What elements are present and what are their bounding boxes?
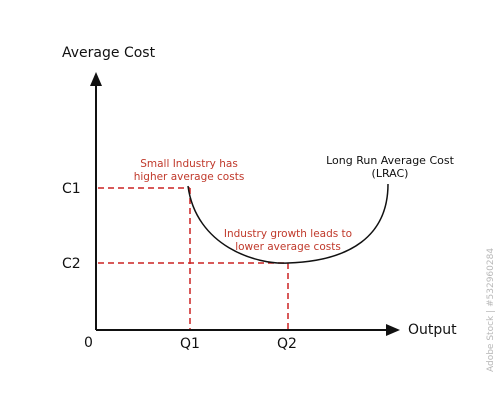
- q2-tick-label: Q2: [277, 336, 297, 352]
- lrac-label-line1: Long Run Average Cost: [326, 154, 455, 167]
- c1-tick-label: C1: [62, 181, 81, 197]
- stock-id-watermark: Adobe Stock | #532960284: [486, 248, 496, 372]
- growth-line2: lower average costs: [235, 241, 341, 253]
- y-axis-arrowhead: [90, 72, 102, 86]
- lrac-label-line2: (LRAC): [372, 167, 409, 180]
- origin-label: 0: [84, 335, 93, 351]
- c2-tick-label: C2: [62, 256, 81, 272]
- x-axis-label: Output: [408, 322, 457, 338]
- growth-line1: Industry growth leads to: [224, 228, 352, 240]
- lrac-curve: [187, 183, 389, 264]
- x-axis-arrowhead: [386, 324, 400, 336]
- q1-tick-label: Q1: [180, 336, 200, 352]
- small-industry-line1: Small Industry has: [140, 158, 238, 170]
- y-axis-label: Average Cost: [62, 45, 156, 61]
- small-industry-line2: higher average costs: [134, 171, 245, 183]
